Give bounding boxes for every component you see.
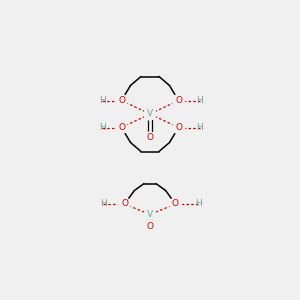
Text: O: O: [118, 123, 125, 132]
Circle shape: [144, 132, 156, 144]
Text: O: O: [175, 96, 182, 105]
Text: O: O: [121, 200, 128, 208]
Text: H: H: [100, 200, 107, 208]
Text: O: O: [146, 222, 154, 231]
Circle shape: [172, 94, 184, 106]
Circle shape: [172, 122, 184, 134]
Text: H: H: [99, 123, 105, 132]
Text: H: H: [99, 96, 105, 105]
Circle shape: [116, 122, 128, 134]
Circle shape: [144, 220, 156, 232]
Circle shape: [144, 108, 156, 120]
Text: H: H: [195, 200, 201, 208]
Text: O: O: [175, 123, 182, 132]
Text: O: O: [118, 96, 125, 105]
Circle shape: [116, 94, 128, 106]
Text: O: O: [172, 200, 179, 208]
Circle shape: [118, 198, 130, 210]
Text: O: O: [146, 134, 154, 142]
Text: H: H: [196, 123, 203, 132]
Circle shape: [169, 198, 181, 210]
Text: V: V: [147, 210, 153, 219]
Text: H: H: [196, 96, 203, 105]
Circle shape: [144, 208, 156, 220]
Text: V: V: [147, 110, 153, 118]
